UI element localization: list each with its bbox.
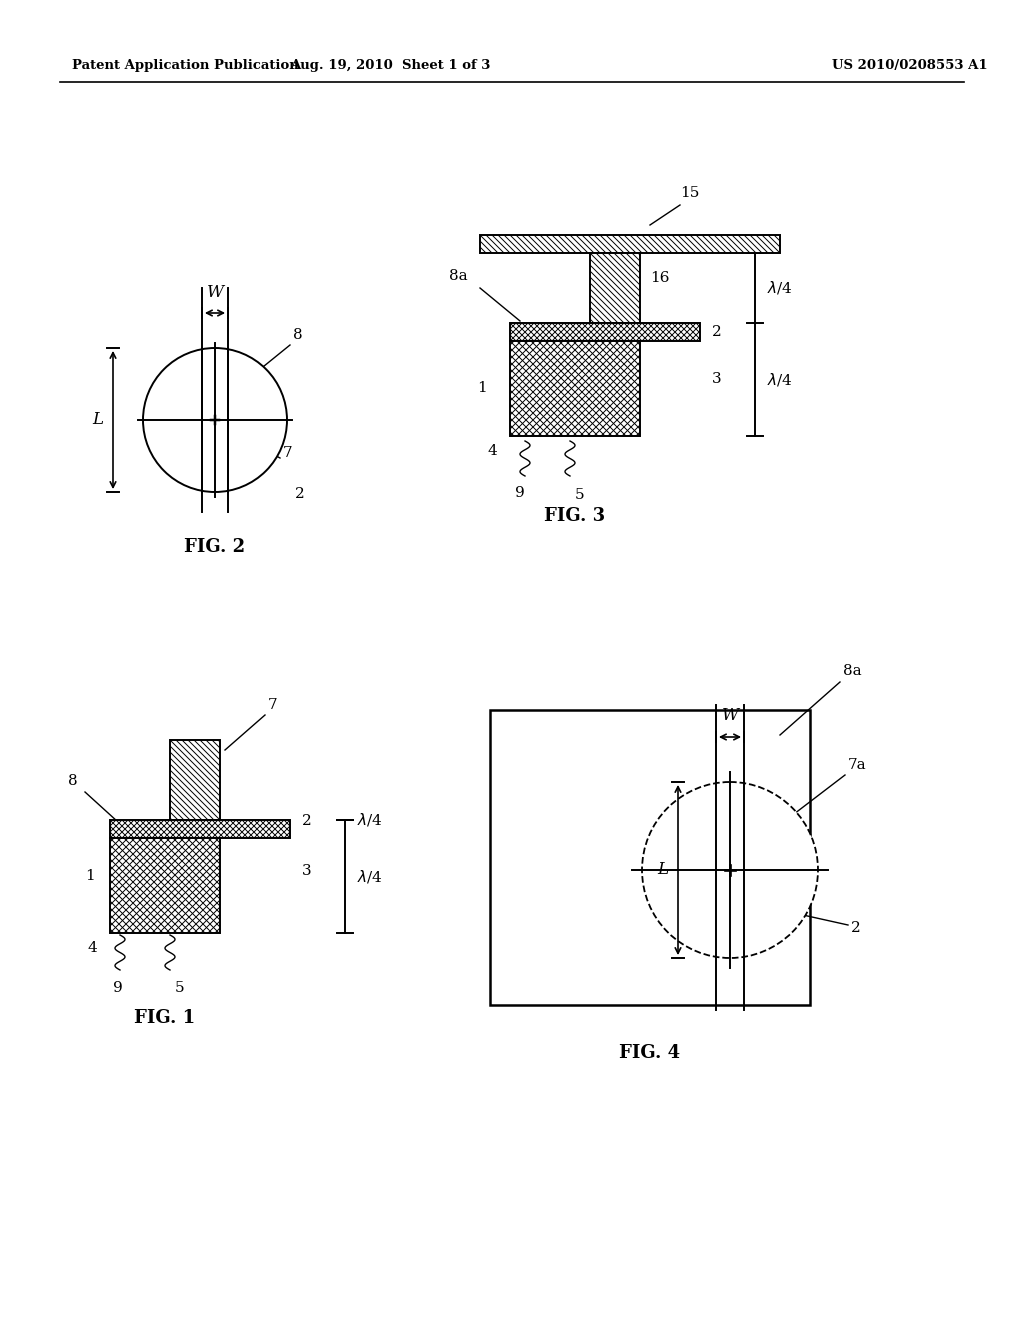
Circle shape	[642, 781, 818, 958]
Text: 8: 8	[69, 774, 78, 788]
Text: 7a: 7a	[848, 758, 866, 772]
Text: FIG. 1: FIG. 1	[134, 1008, 196, 1027]
Text: 3: 3	[302, 865, 311, 878]
Text: 3: 3	[712, 372, 722, 385]
Text: 2: 2	[302, 814, 311, 828]
Text: 2: 2	[295, 487, 305, 502]
Text: 7: 7	[268, 698, 278, 711]
Bar	[510, 323, 700, 341]
Text: 8: 8	[293, 327, 303, 342]
Text: 1: 1	[477, 381, 486, 396]
Text: FIG. 3: FIG. 3	[545, 507, 605, 525]
Text: $\lambda$/4: $\lambda$/4	[767, 371, 793, 388]
Text: 9: 9	[113, 981, 123, 995]
Text: $\lambda$/4: $\lambda$/4	[357, 812, 383, 829]
Bar	[110, 820, 290, 838]
Bar	[110, 838, 220, 933]
Text: 1: 1	[85, 870, 95, 883]
Text: 2: 2	[712, 325, 722, 339]
Text: 5: 5	[575, 488, 585, 502]
Bar	[590, 253, 640, 323]
Text: 9: 9	[515, 486, 525, 500]
Text: L: L	[92, 412, 103, 429]
Text: 16: 16	[650, 271, 670, 285]
Text: Patent Application Publication: Patent Application Publication	[72, 58, 299, 71]
Text: 5: 5	[175, 981, 184, 995]
Text: 15: 15	[680, 186, 699, 201]
Text: US 2010/0208553 A1: US 2010/0208553 A1	[833, 58, 988, 71]
Text: 4: 4	[487, 444, 497, 458]
Text: FIG. 2: FIG. 2	[184, 539, 246, 556]
Text: 7: 7	[283, 446, 293, 459]
Bar	[480, 235, 780, 253]
Text: $\lambda$/4: $\lambda$/4	[767, 280, 793, 297]
Bar	[510, 341, 640, 436]
Text: 2: 2	[851, 921, 861, 935]
Text: $\lambda$/4: $\lambda$/4	[357, 869, 383, 884]
Bar	[490, 710, 810, 1005]
Bar	[170, 741, 220, 820]
Text: FIG. 4: FIG. 4	[620, 1044, 681, 1063]
Text: W: W	[207, 284, 223, 301]
Text: L: L	[657, 862, 668, 879]
Circle shape	[143, 348, 287, 492]
Text: 4: 4	[87, 941, 97, 954]
Text: Aug. 19, 2010  Sheet 1 of 3: Aug. 19, 2010 Sheet 1 of 3	[290, 58, 490, 71]
Text: 8a: 8a	[843, 664, 861, 678]
Text: 8a: 8a	[450, 269, 468, 282]
Text: W: W	[722, 708, 738, 723]
